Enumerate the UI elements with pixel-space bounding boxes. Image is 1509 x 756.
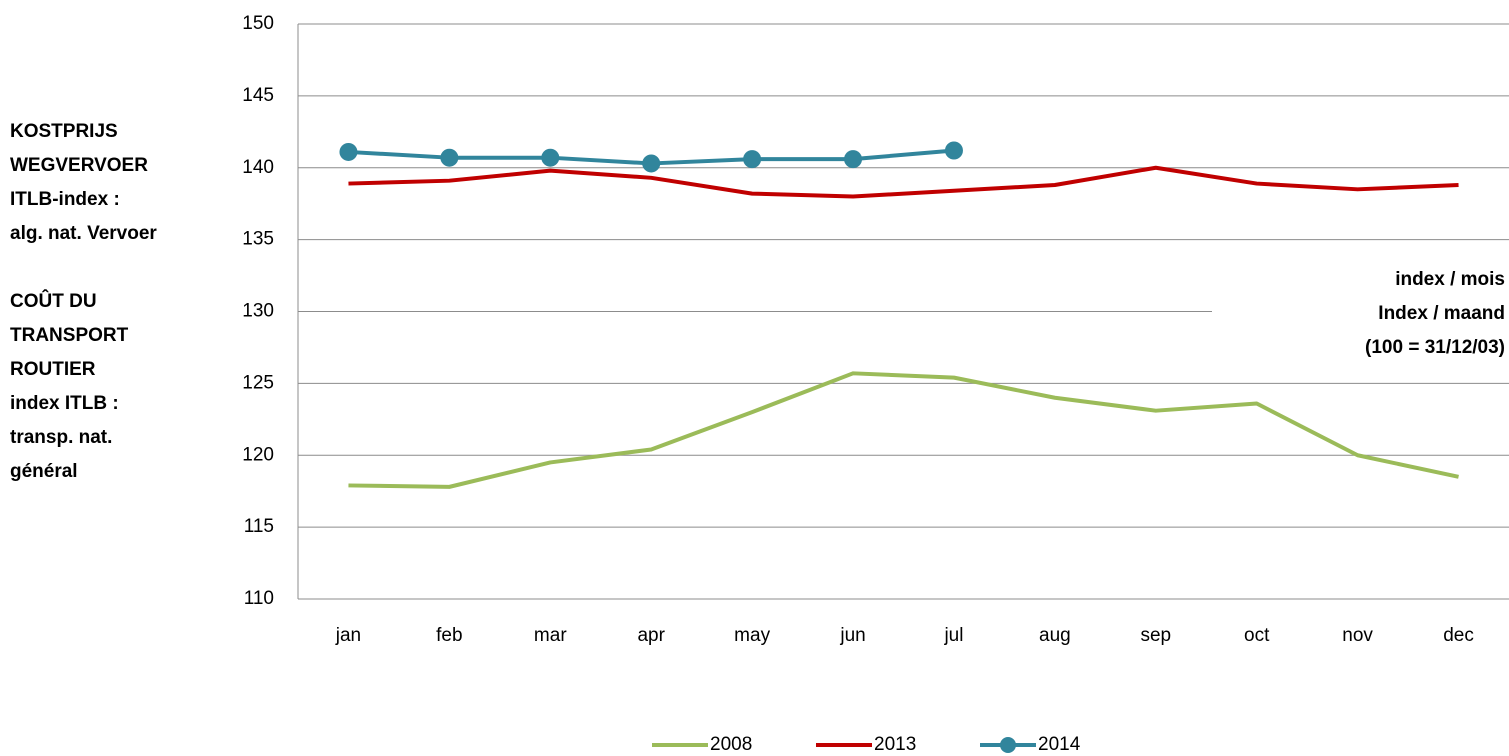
y-label-nl: KOSTPRIJS (10, 121, 118, 142)
y-label-fr: transp. nat. (10, 427, 112, 448)
point (440, 148, 459, 167)
y-tick-label: 140 (242, 157, 274, 178)
y-label-fr: ROUTIER (10, 359, 96, 380)
y-tick-label: 120 (242, 444, 274, 465)
annotation: index / mois (1395, 269, 1505, 290)
point (743, 150, 762, 169)
x-tick-label: dec (1443, 625, 1474, 646)
y-label-fr: COÛT DU (10, 290, 97, 312)
series-line (348, 371, 1459, 489)
x-tick-label: jun (839, 625, 865, 646)
x-tick-label: sep (1140, 625, 1171, 646)
y-tick-label: 135 (242, 229, 274, 250)
x-tick-label: feb (436, 625, 462, 646)
y-label-fr: index ITLB : (10, 393, 119, 414)
y-label-fr: TRANSPORT (10, 325, 129, 346)
point (339, 142, 358, 161)
point (642, 154, 661, 173)
annotation: Index / maand (1378, 303, 1505, 324)
series-line (348, 165, 1459, 199)
legend-label: 2013 (874, 734, 916, 755)
y-tick-label: 115 (244, 516, 274, 537)
y-label-nl: alg. nat. Vervoer (10, 223, 157, 244)
y-label-nl: WEGVERVOER (10, 155, 148, 176)
y-label-nl: ITLB-index : (10, 189, 120, 210)
y-tick-label: 130 (242, 301, 274, 322)
x-tick-label: jul (943, 625, 963, 646)
x-tick-label: oct (1244, 625, 1270, 646)
point (541, 148, 560, 167)
legend-label: 2008 (710, 734, 752, 755)
x-tick-label: may (734, 625, 770, 646)
point (944, 141, 963, 160)
y-tick-label: 150 (242, 13, 274, 34)
y-label-fr: général (10, 461, 78, 482)
x-tick-label: aug (1039, 625, 1071, 646)
point (844, 150, 863, 169)
y-tick-label: 110 (244, 588, 274, 609)
legend-label: 2014 (1038, 734, 1081, 755)
x-tick-label: nov (1342, 625, 1373, 646)
annotation: (100 = 31/12/03) (1365, 337, 1505, 358)
annotation-bg (1212, 255, 1509, 373)
x-tick-label: jan (335, 625, 361, 646)
x-tick-label: mar (534, 625, 567, 646)
y-tick-label: 145 (242, 85, 274, 106)
legend-marker (1000, 737, 1016, 753)
y-tick-label: 125 (242, 372, 274, 393)
x-tick-label: apr (637, 625, 665, 646)
